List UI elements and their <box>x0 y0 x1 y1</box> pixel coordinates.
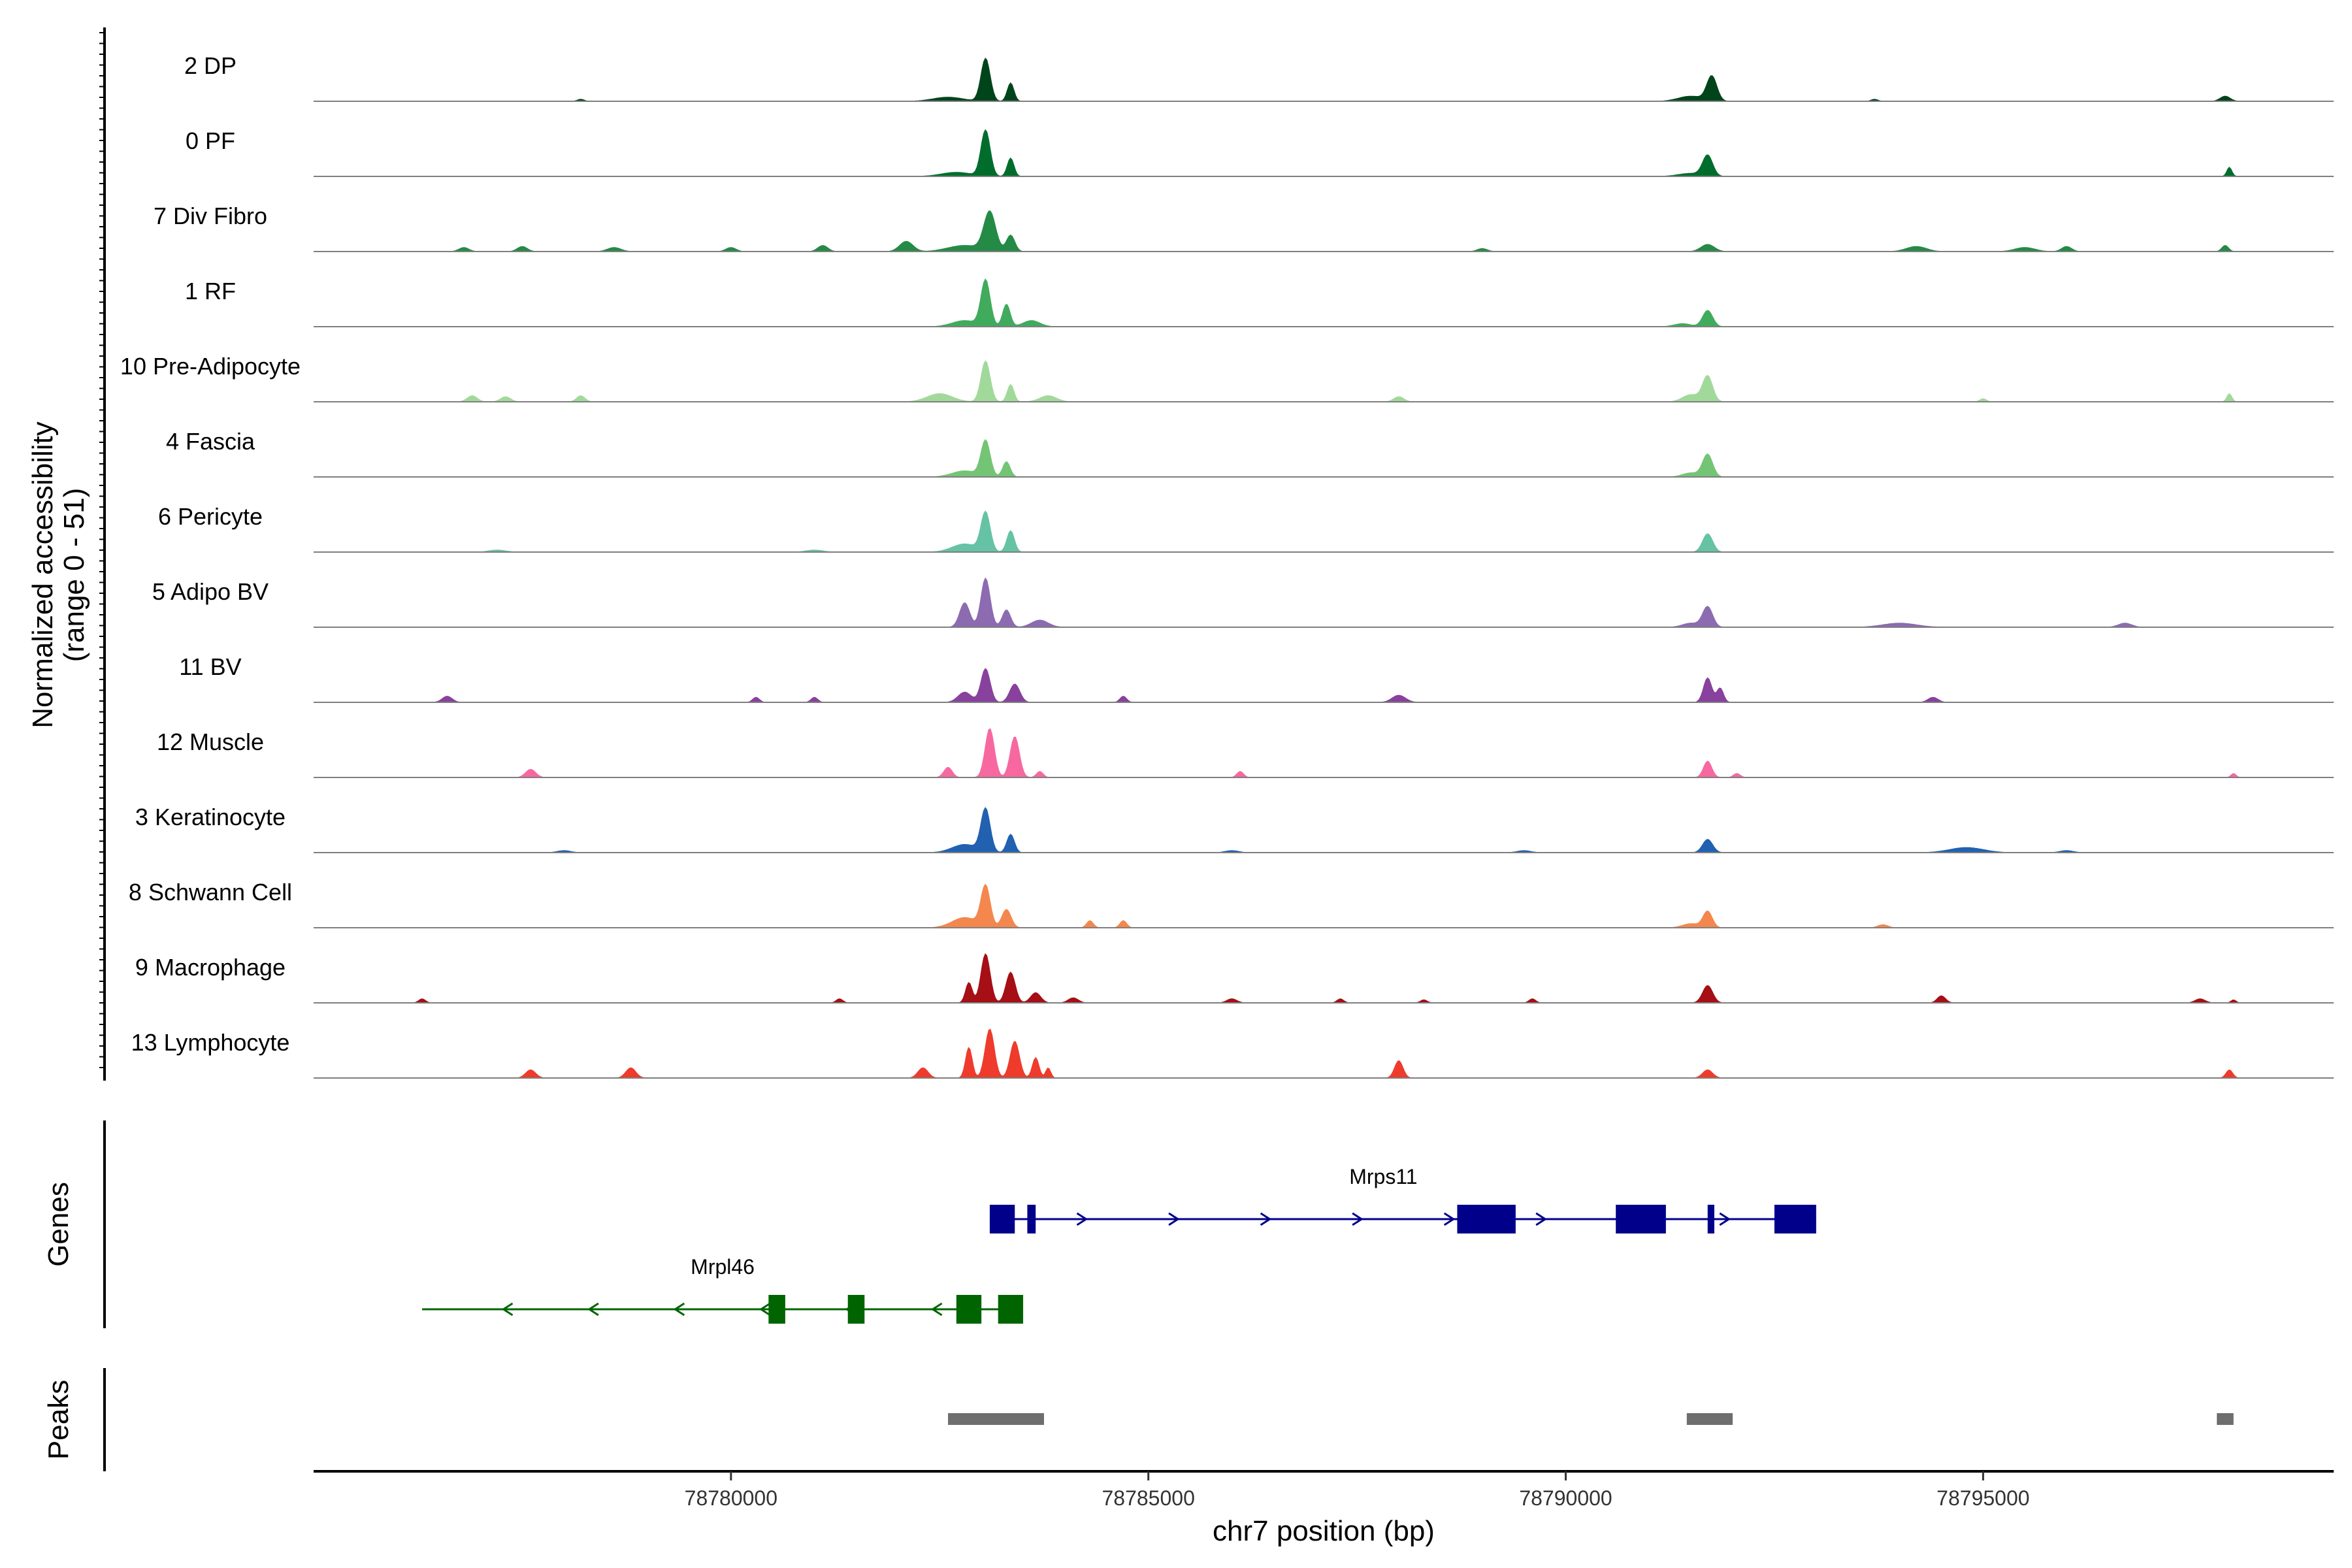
peak-region <box>948 1413 1044 1425</box>
strand-arrow <box>1260 1212 1272 1226</box>
track-label: 3 Keratinocyte <box>135 804 286 830</box>
exon <box>1707 1205 1714 1233</box>
track-2-dp: 2 DP <box>184 52 2334 102</box>
strand-arrow <box>930 1302 943 1316</box>
gene-mrpl46: Mrpl46 <box>422 1255 1024 1324</box>
strand-arrow <box>1352 1212 1364 1226</box>
track-7-div-fibro: 7 Div Fibro <box>154 203 2334 252</box>
track-6-pericyte: 6 Pericyte <box>158 503 2334 553</box>
x-tick-label: 78785000 <box>1102 1486 1194 1510</box>
strand-arrow <box>1443 1212 1456 1226</box>
strand-arrow <box>673 1302 685 1316</box>
track-label: 5 Adipo BV <box>152 578 269 605</box>
x-tick-label: 78780000 <box>685 1486 777 1510</box>
track-12-muscle: 12 Muscle <box>157 728 2334 778</box>
exon <box>998 1295 1024 1324</box>
track-label: 2 DP <box>184 52 237 79</box>
track-0-pf: 0 PF <box>186 127 2334 177</box>
strand-arrow <box>587 1302 599 1316</box>
peak-region <box>2217 1413 2234 1425</box>
track-11-bv: 11 BV <box>179 653 2334 703</box>
exon <box>1616 1205 1666 1233</box>
track-label: 1 RF <box>185 278 236 304</box>
exon <box>989 1205 1015 1233</box>
strand-arrow <box>1168 1212 1180 1226</box>
track-label: 4 Fascia <box>166 428 255 455</box>
track-13-lymphocyte: 13 Lymphocyte <box>131 1028 2334 1079</box>
track-10-pre-adipocyte: 10 Pre-Adipocyte <box>120 353 2334 402</box>
peaks-panel-label: Peaks <box>42 1380 74 1460</box>
gene-mrps11: Mrps11 <box>989 1165 1816 1233</box>
coverage-y-ticks <box>99 32 105 1068</box>
track-label: 11 BV <box>179 653 241 680</box>
gene-annotation: Mrps11 Mrpl46 <box>422 1165 1816 1324</box>
x-tick-label: 78790000 <box>1519 1486 1612 1510</box>
track-9-macrophage: 9 Macrophage <box>135 953 2334 1004</box>
coverage-tracks: 2 DP 0 PF 7 Div Fibro 1 RF 10 Pre-Adipocyte 4… <box>120 52 2334 1079</box>
exon <box>768 1295 785 1324</box>
x-axis-ticks: 78780000 78785000 78790000 78795000 <box>685 1471 2030 1510</box>
track-3-keratinocyte: 3 Keratinocyte <box>135 804 2334 853</box>
track-label: 12 Muscle <box>157 728 264 755</box>
exon <box>1774 1205 1816 1233</box>
strand-arrow <box>1535 1212 1547 1226</box>
track-8-schwann-cell: 8 Schwann Cell <box>129 879 2334 928</box>
exon <box>1457 1205 1516 1233</box>
y-axis-title: Normalized accessibility (range 0 - 51) <box>27 421 90 728</box>
gene-name: Mrps11 <box>1349 1165 1417 1188</box>
gene-name: Mrpl46 <box>691 1255 755 1279</box>
y-axis-range-label: (range 0 - 51) <box>58 488 90 662</box>
x-axis-label: chr7 position (bp) <box>1213 1515 1435 1547</box>
exon <box>1027 1205 1036 1233</box>
track-label: 13 Lymphocyte <box>131 1029 290 1056</box>
track-label: 10 Pre-Adipocyte <box>120 353 301 380</box>
strand-arrow <box>1076 1212 1088 1226</box>
track-4-fascia: 4 Fascia <box>166 428 2334 478</box>
exon <box>956 1295 982 1324</box>
track-label: 8 Schwann Cell <box>129 879 292 906</box>
track-1-rf: 1 RF <box>185 278 2334 327</box>
track-label: 6 Pericyte <box>158 503 263 530</box>
peak-region <box>1686 1413 1733 1425</box>
exon <box>847 1295 865 1324</box>
y-axis-label: Normalized accessibility <box>27 421 59 728</box>
strand-arrow <box>501 1302 514 1316</box>
track-label: 7 Div Fibro <box>154 203 267 229</box>
strand-arrow <box>1719 1212 1731 1226</box>
track-label: 0 PF <box>186 127 235 154</box>
peak-regions <box>948 1413 2234 1425</box>
track-5-adipo-bv: 5 Adipo BV <box>152 577 2334 628</box>
x-tick-label: 78795000 <box>1936 1486 2029 1510</box>
track-label: 9 Macrophage <box>135 954 286 981</box>
strand-arrow <box>759 1302 771 1316</box>
genes-panel-label: Genes <box>42 1182 74 1267</box>
